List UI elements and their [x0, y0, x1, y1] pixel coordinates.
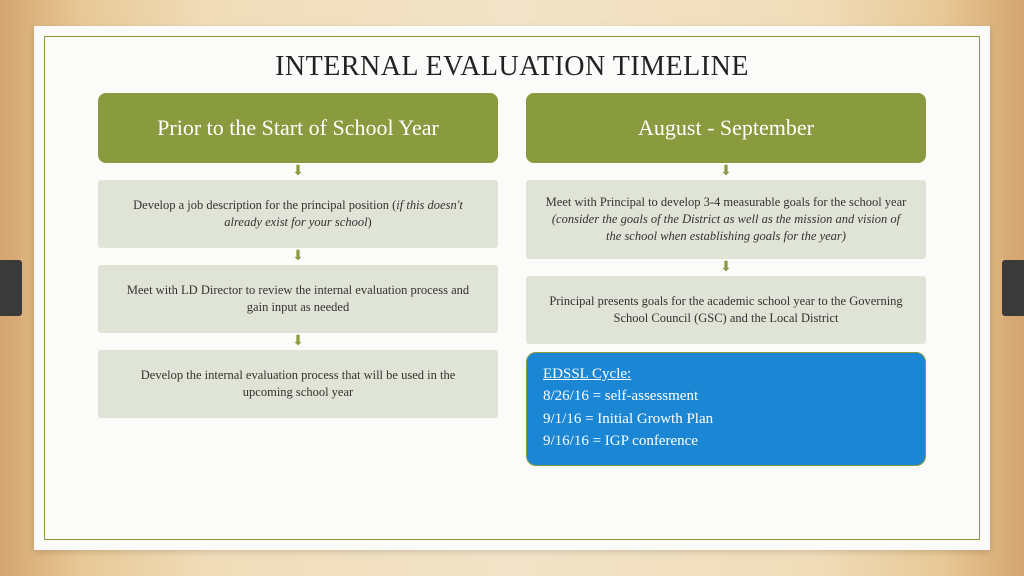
step-text: Principal presents goals for the academi… [544, 293, 908, 327]
slide-title: INTERNAL EVALUATION TIMELINE [45, 37, 979, 83]
step-text: Develop a job description for the princi… [133, 198, 396, 212]
slide-inner-border: INTERNAL EVALUATION TIMELINE Prior to th… [44, 36, 980, 540]
step-box: Meet with Principal to develop 3-4 measu… [526, 180, 926, 259]
cycle-line: 9/1/16 = Initial Growth Plan [543, 408, 909, 431]
arrow-icon: ⬇ [292, 165, 304, 179]
arrow-icon: ⬇ [292, 335, 304, 349]
edssl-cycle-box: EDSSL Cycle: 8/26/16 = self-assessment 9… [526, 352, 926, 466]
column-header-prior: Prior to the Start of School Year [98, 93, 498, 163]
slide-frame: INTERNAL EVALUATION TIMELINE Prior to th… [34, 26, 990, 550]
step-text: Meet with Principal to develop 3-4 measu… [546, 195, 907, 209]
step-text-italic: (consider the goals of the District as w… [552, 212, 900, 243]
step-box: Meet with LD Director to review the inte… [98, 265, 498, 333]
step-box: Develop the internal evaluation process … [98, 350, 498, 418]
step-text-suffix: ) [368, 215, 372, 229]
column-august: August - September ⬇ Meet with Principal… [526, 93, 926, 466]
column-prior: Prior to the Start of School Year ⬇ Deve… [98, 93, 498, 466]
step-text: Meet with LD Director to review the inte… [116, 282, 480, 316]
columns-container: Prior to the Start of School Year ⬇ Deve… [45, 83, 979, 466]
cycle-line: 8/26/16 = self-assessment [543, 385, 909, 408]
decor-tab-right [1002, 260, 1024, 316]
cycle-heading: EDSSL Cycle: [543, 363, 909, 386]
column-header-august: August - September [526, 93, 926, 163]
arrow-icon: ⬇ [720, 261, 732, 275]
step-box: Develop a job description for the princi… [98, 180, 498, 248]
arrow-icon: ⬇ [292, 250, 304, 264]
cycle-line: 9/16/16 = IGP conference [543, 430, 909, 453]
decor-tab-left [0, 260, 22, 316]
step-text: Develop the internal evaluation process … [116, 367, 480, 401]
step-box: Principal presents goals for the academi… [526, 276, 926, 344]
arrow-icon: ⬇ [720, 165, 732, 179]
